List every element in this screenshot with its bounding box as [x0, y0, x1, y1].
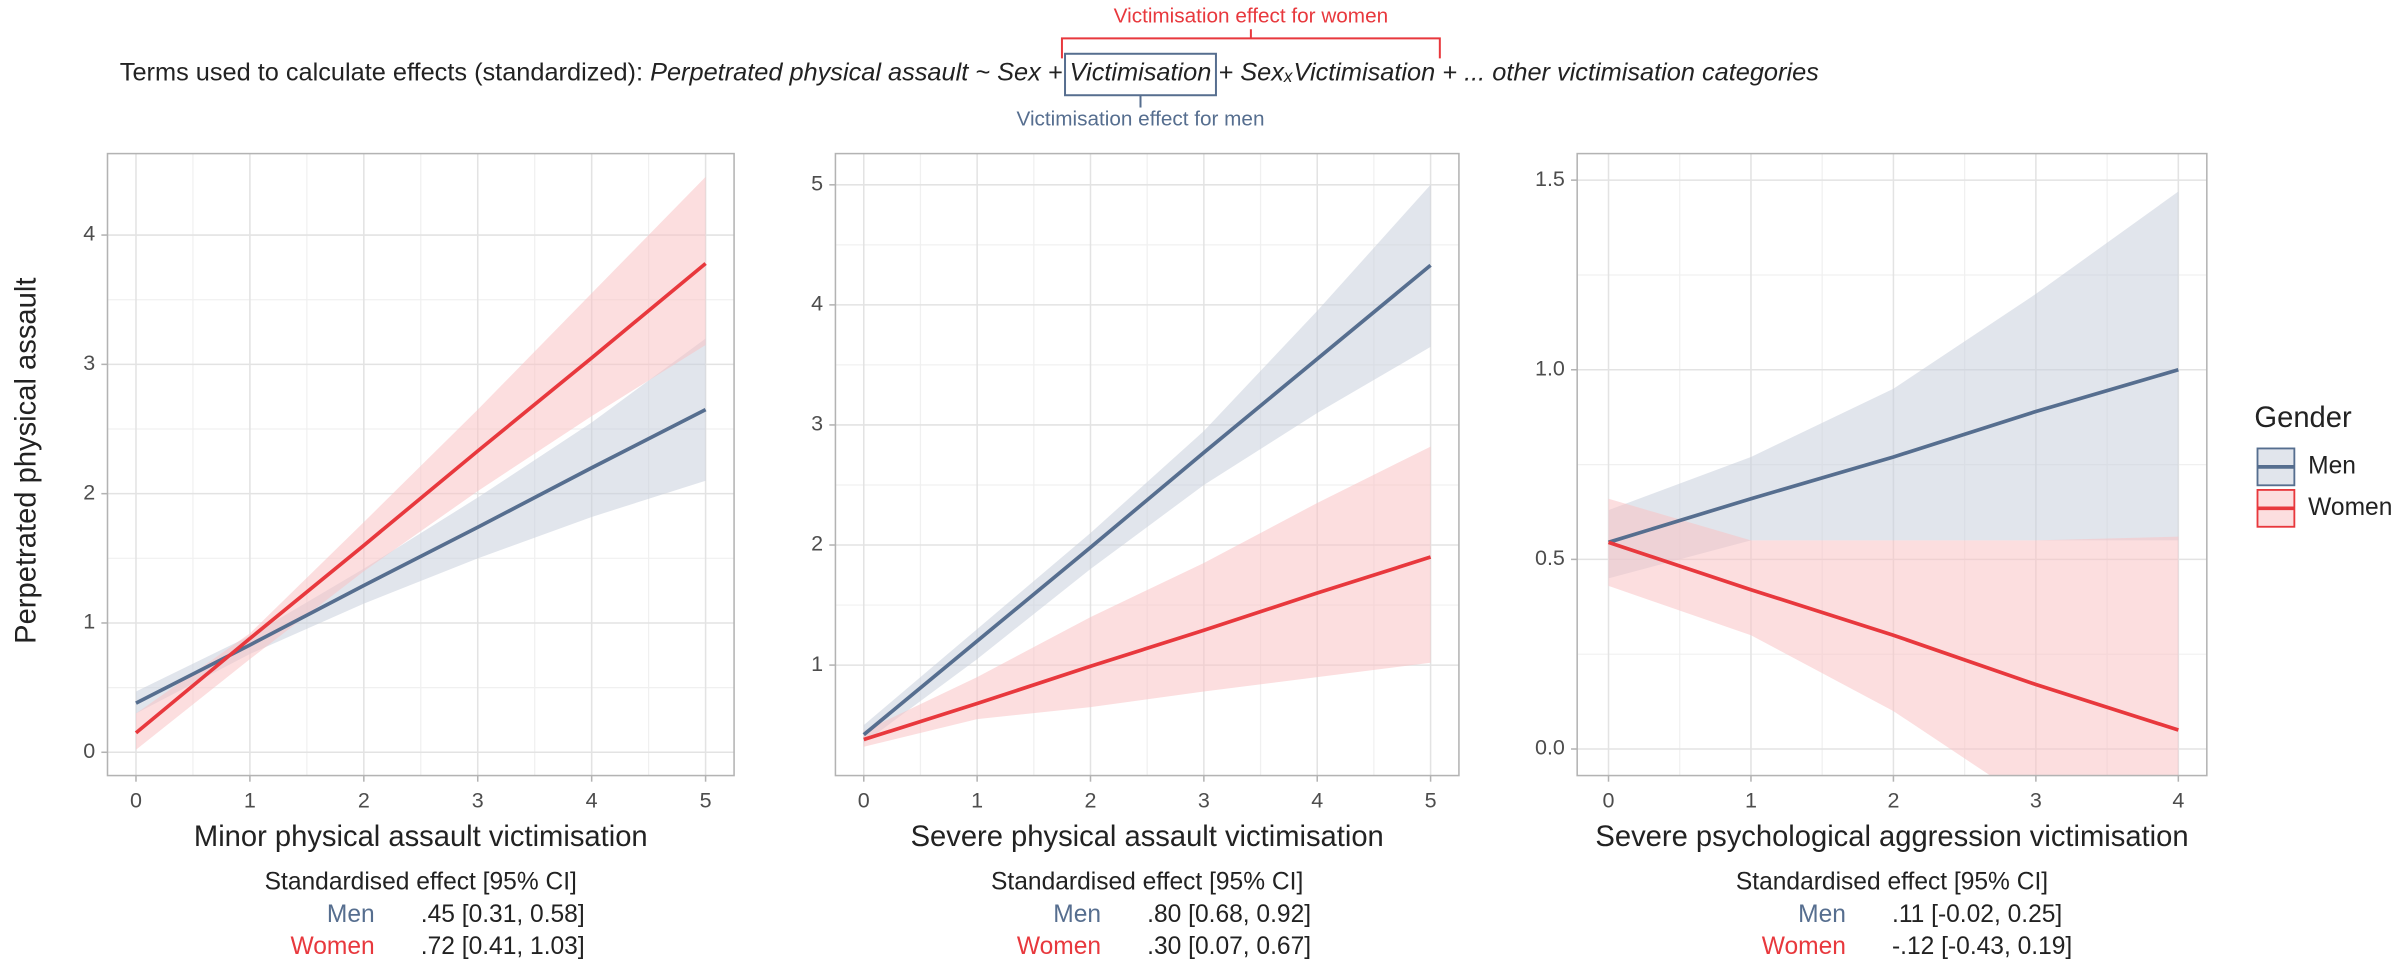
- effect-value: .80 [0.68, 0.92]: [1147, 901, 1311, 928]
- y-tick-label: 1: [83, 610, 95, 634]
- line: [1607, 540, 2179, 732]
- confidence-band: [1608, 191, 2179, 579]
- x-tick-label: 3: [2030, 788, 2042, 812]
- formula: Terms used to calculate effects (standar…: [120, 58, 1819, 86]
- confidence-band: [863, 446, 1431, 747]
- effect-group: Women: [1762, 933, 1846, 960]
- y-tick-label: 3: [811, 412, 823, 436]
- effect-value: -.12 [-0.43, 0.19]: [1892, 933, 2072, 960]
- effects-title: Standardised effect [95% CI]: [265, 869, 577, 896]
- legend-key-border: [2256, 488, 2296, 528]
- panel: 1 2 3 4 5 0 1 2 3 4 5 Severe physical assault victi…: [811, 152, 1460, 960]
- line: [862, 263, 1432, 737]
- y-tick-label: 5: [811, 171, 823, 195]
- formula-part: Perpetrated physical assault ~ Sex +: [650, 58, 1070, 86]
- x-tick-label: 5: [1425, 788, 1437, 812]
- x-axis-label: Severe physical assault victimisation: [911, 821, 1384, 853]
- x-tick-label: 1: [244, 788, 256, 812]
- y-tick-label: 2: [811, 532, 823, 556]
- formula-part: SexₓVictimisation: [1240, 58, 1435, 86]
- x-axis-label: Minor physical assault victimisation: [194, 821, 648, 853]
- y-tick-label: 1: [811, 652, 823, 676]
- plot-area: [862, 184, 1432, 747]
- y-tick-label: 1.0: [1535, 356, 1565, 380]
- panel: 0.0 0.5 1.0 1.5 0 1 2 3 4 Severe psychological ag…: [1535, 152, 2208, 960]
- x-tick-label: 3: [472, 788, 484, 812]
- panel-border: [1576, 152, 2208, 777]
- effect-group: Women: [291, 933, 375, 960]
- formula-prefix: Terms used to calculate effects (standar…: [120, 58, 650, 86]
- x-tick-label: 3: [1198, 788, 1210, 812]
- effect-group: Women: [1017, 933, 1101, 960]
- x-tick-label: 0: [858, 788, 870, 812]
- men-effect-label: Victimisation effect for men: [1017, 107, 1265, 130]
- effect-value: .30 [0.07, 0.67]: [1147, 933, 1311, 960]
- x-tick-label: 2: [1085, 788, 1097, 812]
- effects-title: Standardised effect [95% CI]: [991, 869, 1303, 896]
- effect-group: Men: [1053, 901, 1101, 928]
- line: [863, 555, 1432, 742]
- panel-border: [106, 152, 735, 777]
- effects-title: Standardised effect [95% CI]: [1736, 869, 2048, 896]
- formula-part: + ... other victimisation categories: [1435, 58, 1819, 86]
- x-tick-label: 1: [971, 788, 983, 812]
- legend-key-border: [2256, 447, 2296, 487]
- panel: 0 1 2 3 4 0 1 2 3 4 5 Minor physical assault victim…: [83, 152, 735, 960]
- y-axis-label: Perpetrated physical assault: [10, 278, 42, 644]
- line: [134, 262, 707, 735]
- effect-group: Men: [1798, 901, 1846, 928]
- y-tick-label: 3: [83, 351, 95, 375]
- plot-area: [1607, 191, 2179, 776]
- y-tick-label: 4: [83, 222, 95, 246]
- x-tick-label: 4: [586, 788, 598, 812]
- line: [1607, 367, 2179, 545]
- legend-label: Men: [2308, 452, 2356, 479]
- x-tick-label: 4: [1311, 788, 1323, 812]
- y-tick-label: 0: [83, 739, 95, 763]
- x-tick-label: 0: [130, 788, 142, 812]
- x-tick-label: 1: [1745, 788, 1757, 812]
- y-tick-label: 0.5: [1535, 546, 1565, 570]
- women-effect-label: Victimisation effect for women: [1114, 4, 1388, 27]
- x-tick-label: 4: [2172, 788, 2184, 812]
- x-tick-label: 2: [1887, 788, 1899, 812]
- x-tick-label: 5: [700, 788, 712, 812]
- y-tick-label: 4: [811, 292, 823, 316]
- confidence-band: [135, 176, 706, 750]
- formula-part: Victimisation: [1070, 58, 1212, 86]
- x-tick-label: 0: [1603, 788, 1615, 812]
- x-axis-label: Severe psychological aggression victimis…: [1595, 821, 2188, 853]
- effect-group: Men: [327, 901, 375, 928]
- legend-label: Women: [2308, 494, 2392, 521]
- y-tick-label: 2: [83, 480, 95, 504]
- x-tick-label: 2: [358, 788, 370, 812]
- y-tick-label: 0.0: [1535, 736, 1565, 760]
- panel-border: [834, 152, 1460, 777]
- effect-value: .11 [-0.02, 0.25]: [1892, 901, 2062, 928]
- women-term-bracket: [1060, 29, 1441, 59]
- plot-area: [134, 176, 707, 750]
- legend-title: Gender: [2254, 402, 2352, 434]
- effect-value: .72 [0.41, 1.03]: [421, 933, 585, 960]
- y-tick-label: 1.5: [1535, 167, 1565, 191]
- effect-value: .45 [0.31, 0.58]: [421, 901, 585, 928]
